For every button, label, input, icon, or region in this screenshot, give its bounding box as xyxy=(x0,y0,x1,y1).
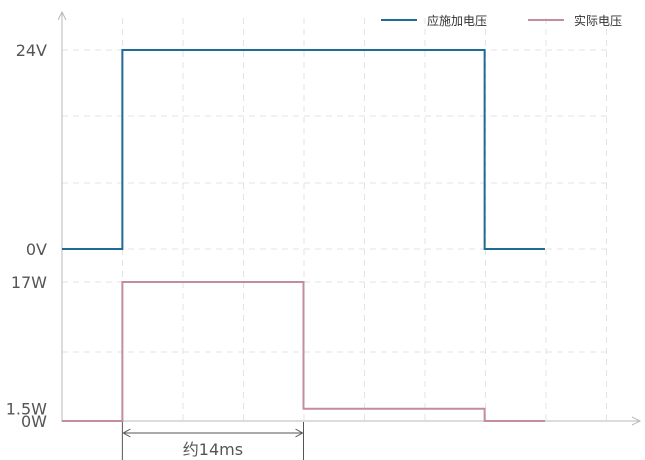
axes xyxy=(57,10,642,426)
y-tick-label: 1.5W xyxy=(6,400,47,419)
tick-labels: 0V 24V 0W1.5W 17W xyxy=(6,41,47,431)
legend: 应施加电压 实际电压 xyxy=(381,13,622,28)
annotation-label: 约14ms xyxy=(183,440,243,459)
series-lines xyxy=(62,49,545,422)
annotation-arrow-right xyxy=(295,428,304,438)
y-tick-label: 0W xyxy=(21,412,47,431)
series-line xyxy=(62,49,545,250)
y-tick-label: 24V xyxy=(16,41,47,60)
x-axis-arrow xyxy=(631,416,642,426)
duration-annotation: 约14ms xyxy=(121,422,304,460)
y-axis-arrow xyxy=(57,10,67,21)
legend-label: 应施加电压 xyxy=(427,13,487,28)
grid xyxy=(61,18,610,422)
annotation-arrow-left xyxy=(122,428,131,438)
y-tick-label: 17W xyxy=(11,273,47,292)
legend-label: 实际电压 xyxy=(574,13,622,28)
y-tick-label: 0V xyxy=(26,240,47,259)
series-line xyxy=(62,281,545,422)
